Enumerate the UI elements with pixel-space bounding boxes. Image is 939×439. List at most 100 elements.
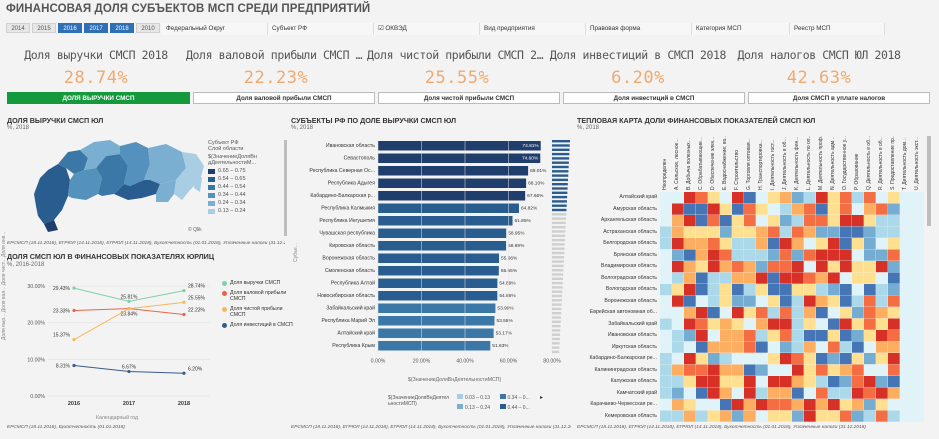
tab-investment-share[interactable]: Доля инвестиций в СМСП <box>563 92 745 104</box>
kpi-revenue: Доля выручки СМСП 2018 28.74% <box>6 48 186 88</box>
heatmap-cell <box>744 307 756 319</box>
map-legend-item[interactable]: 0.34 – 0.44 <box>208 192 284 198</box>
data-point <box>127 306 131 311</box>
heatmap-cell <box>684 318 696 330</box>
heatmap-cell <box>792 318 804 330</box>
overview-bar <box>552 281 563 285</box>
line-legend-item[interactable]: Доля выручки СМСП <box>222 280 294 286</box>
overview-bar <box>552 316 561 319</box>
heatmap-cell <box>684 272 696 284</box>
year-2018[interactable]: 2018 <box>110 23 134 33</box>
heatmap-cell <box>696 272 708 284</box>
heatmap-cell <box>900 261 912 273</box>
heatmap-cell <box>732 410 744 422</box>
map-legend-item[interactable]: 0.54 – 0.65 <box>208 176 284 182</box>
bar-chart[interactable]: Ивановская область 74.81% Севастополь 74.60… <box>300 136 572 376</box>
heatmap-grid[interactable] <box>660 192 924 422</box>
heatmap-cell <box>684 399 696 411</box>
heatmap-cell <box>816 376 828 388</box>
heatmap-cell <box>780 387 792 399</box>
data-point <box>182 312 186 317</box>
bar-legend-item[interactable]: 0.44 – 0... <box>499 404 543 411</box>
tab-revenue-share[interactable]: ДОЛЯ ВЫРУЧКИ СМСП <box>7 92 190 104</box>
heatmap-cell <box>876 364 888 376</box>
bar-legend-item[interactable]: 0.13 – 0.24 <box>457 404 500 411</box>
filter-enterprise-type[interactable]: Вид предприятия <box>480 23 586 35</box>
year-2010[interactable]: 2010 <box>136 23 160 33</box>
heatmap-cell <box>816 353 828 365</box>
heatmap-cell <box>816 284 828 296</box>
heatmap-cell <box>852 284 864 296</box>
filter-msp-category[interactable]: Категория МСП <box>692 23 790 35</box>
heatmap-row-label: Калужская область <box>610 378 657 384</box>
heatmap-cell <box>732 192 744 204</box>
heatmap-cell <box>804 387 816 399</box>
year-2017[interactable]: 2017 <box>84 23 108 33</box>
filter-okved[interactable]: ☑ ОКВЭД <box>374 23 480 35</box>
bar-category-label: Смоленская область <box>325 268 375 274</box>
line-legend-item[interactable]: Доля инвестиций в СМСП <box>222 322 294 328</box>
filter-subject[interactable]: Субъект РФ <box>268 23 374 35</box>
map-region-west-siberia <box>96 154 128 196</box>
bar-legend-item[interactable]: 0.34 – 0... <box>499 394 543 401</box>
line-panel-title: ДОЛЯ СМСП ЮЛ В ФИНАНСОВЫХ ПОКАЗАТЕЛЯХ ЮР… <box>7 252 215 261</box>
year-2016[interactable]: 2016 <box>58 23 82 33</box>
kpi-label: Доля чистой прибыли СМСП 20... <box>367 48 547 62</box>
overview-bar <box>552 148 570 151</box>
heatmap-cell <box>684 307 696 319</box>
bar-category-label: Республика Алтай <box>331 280 375 287</box>
heatmap-cell <box>780 364 792 376</box>
line-chart[interactable]: 0.00% 10.00% 20.00% 30.00% 2016 2017 2018 29.43… <box>14 278 220 410</box>
overview-bar <box>552 221 566 225</box>
heatmap-cell <box>828 318 840 330</box>
bar-legend-item[interactable]: 0.03 – 0.13 <box>457 394 500 401</box>
legend-label: Доля чистой прибыли СМСП <box>230 306 283 318</box>
page-title: ФИНАНСОВАЯ ДОЛЯ СУБЪЕКТОВ МСП СРЕДИ ПРЕД… <box>6 3 371 15</box>
filter-federal-district[interactable]: Федеральный Округ <box>162 23 268 35</box>
filter-legal-form[interactable]: Правовая форма <box>586 23 692 35</box>
heatmap-cell <box>864 330 876 342</box>
heatmap-cell <box>804 284 816 296</box>
map-legend-item[interactable]: 0.44 – 0.54 <box>208 184 284 190</box>
bar-value-label: 74.81% <box>522 143 539 149</box>
heatmap-row-label: Кемеровская область <box>604 412 657 419</box>
data-label: 23.33% <box>53 308 71 314</box>
heatmap-panel-title: ТЕПЛОВАЯ КАРТА ДОЛИ ФИНАНСОВЫХ ПОКАЗАТЕЛ… <box>577 116 816 125</box>
heatmap-cell <box>756 341 768 353</box>
bar-value-label: 58.89% <box>508 243 525 249</box>
heatmap-cell <box>660 226 672 238</box>
heatmap-row-label: Карачаево-Черкесская ре... <box>590 401 657 407</box>
map-legend-item[interactable]: 0.65 – 0.75 <box>208 168 284 174</box>
map-legend-item[interactable]: 0.13 – 0.24 <box>208 208 284 214</box>
heatmap-cell <box>804 341 816 353</box>
map-legend-scrollbar[interactable] <box>284 140 287 236</box>
bar <box>378 291 498 301</box>
heatmap-cell <box>780 330 792 342</box>
year-2014[interactable]: 2014 <box>6 23 30 33</box>
bar <box>378 241 507 251</box>
heatmap-cell <box>684 261 696 273</box>
heatmap-cell <box>660 341 672 353</box>
heatmap-cell <box>780 341 792 353</box>
line-legend-item[interactable]: Доля валовой прибыли СМСП <box>222 290 294 302</box>
filter-msp-registry[interactable]: Реестр МСП <box>790 23 885 35</box>
tab-gross-profit-share[interactable]: Доля валовой прибыли СМСП <box>193 92 375 104</box>
map-legend-item[interactable]: 0.24 – 0.34 <box>208 200 284 206</box>
bar-value-label: 51.63% <box>492 343 509 349</box>
tab-net-profit-share[interactable]: Доля чистой прибыли СМСП <box>378 92 560 104</box>
bar-legend-next-icon[interactable]: ▸ <box>540 395 544 401</box>
tab-tax-share[interactable]: Доля СМСП в уплате налогов <box>748 92 930 104</box>
heatmap-cell <box>660 307 672 319</box>
heatmap-column-label: T. Деятельность дом... <box>902 137 908 190</box>
heatmap-cell <box>660 215 672 227</box>
heatmap-cell <box>696 284 708 296</box>
line-legend-item[interactable]: Доля чистой прибыли СМСП <box>222 306 294 318</box>
heatmap-cell <box>804 261 816 273</box>
year-2015[interactable]: 2015 <box>32 23 56 33</box>
heatmap-cell <box>768 341 780 353</box>
heatmap-cell <box>792 192 804 204</box>
heatmap-cell <box>900 364 912 376</box>
heatmap-scrollbar[interactable] <box>927 136 931 226</box>
russia-map[interactable] <box>10 134 206 234</box>
heatmap-cell <box>840 376 852 388</box>
